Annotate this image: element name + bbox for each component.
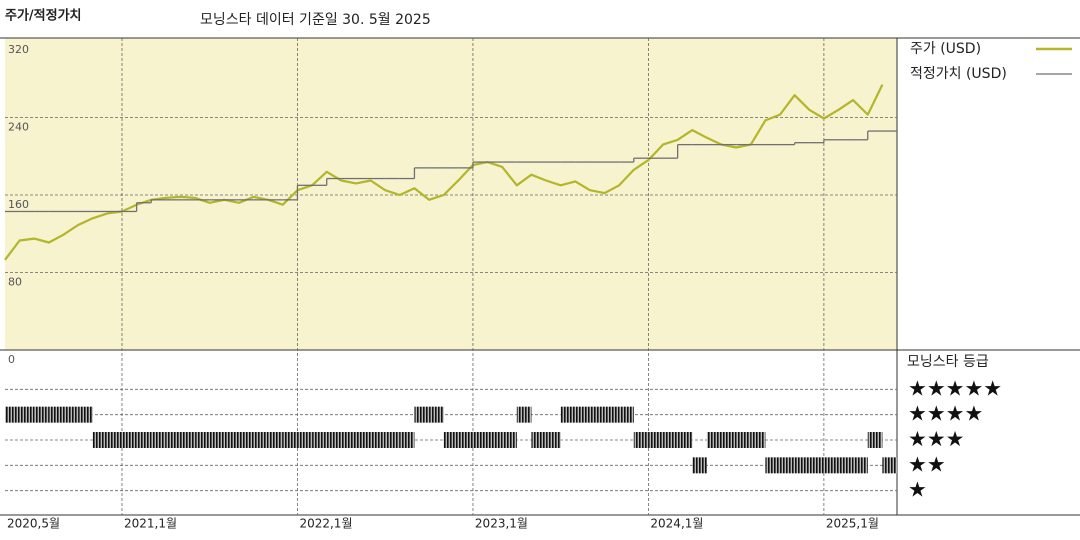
- chart-subtitle: 모닝스타 데이터 기준일 30. 5월 2025: [200, 12, 431, 28]
- chart-title: 주가/적정가치: [5, 8, 82, 24]
- rating-bar: [370, 432, 386, 448]
- rating-bar: [19, 406, 35, 423]
- rating-bar: [121, 432, 137, 448]
- rating-bar: [385, 432, 400, 448]
- rating-bar: [180, 432, 196, 448]
- x-tick-label: 2020,5월: [7, 517, 60, 531]
- rating-bar: [151, 432, 166, 448]
- y-tick-label: 240: [8, 121, 29, 134]
- rating-bar: [721, 432, 737, 448]
- rating-label: ★★★★: [908, 402, 983, 426]
- x-tick-label: 2021,1월: [124, 517, 177, 531]
- rating-label: ★★★: [908, 427, 964, 451]
- x-tick-label: 2023,1월: [475, 517, 528, 531]
- rating-bar: [838, 457, 854, 474]
- y-tick-label: 160: [8, 198, 29, 211]
- rating-bar: [750, 432, 766, 448]
- rating-bar: [312, 432, 327, 448]
- rating-bar: [282, 432, 298, 448]
- rating-bar: [589, 406, 605, 423]
- rating-bar: [165, 432, 181, 448]
- rating-bar: [882, 457, 897, 474]
- rating-bar: [414, 406, 430, 423]
- rating-label: ★★: [908, 452, 946, 476]
- rating-bar: [5, 406, 20, 423]
- rating-bar: [809, 457, 824, 474]
- rating-bar: [443, 432, 459, 448]
- x-tick-label: 2024,1월: [650, 517, 703, 531]
- rating-bar: [867, 432, 883, 448]
- rating-bar: [136, 432, 152, 448]
- rating-bar: [458, 432, 473, 448]
- rating-bar: [853, 457, 868, 474]
- rating-bar: [619, 406, 634, 423]
- rating-bar: [355, 432, 371, 448]
- rating-bar: [238, 432, 254, 448]
- rating-title: 모닝스타 등급: [907, 354, 989, 370]
- rating-bar: [341, 432, 356, 448]
- rating-bar: [297, 432, 313, 448]
- legend-label: 주가 (USD): [910, 41, 981, 57]
- rating-bar: [633, 432, 649, 448]
- rating-bar: [107, 432, 122, 448]
- y-tick-label: 0: [8, 353, 15, 366]
- rating-bar: [546, 432, 561, 448]
- rating-bar: [575, 406, 590, 423]
- price-line: [4, 84, 884, 261]
- rating-bar: [268, 432, 283, 448]
- rating-label: ★: [908, 478, 927, 502]
- legend-label: 적정가치 (USD): [910, 66, 1007, 82]
- rating-bar: [78, 406, 93, 423]
- y-tick-label: 320: [8, 43, 29, 56]
- rating-label: ★★★★★: [908, 376, 1002, 400]
- x-tick-label: 2025,1월: [826, 517, 879, 531]
- rating-bar: [224, 432, 239, 448]
- rating-bar: [823, 457, 839, 474]
- rating-bar: [34, 406, 49, 423]
- rating-bar: [253, 432, 269, 448]
- rating-bar: [92, 432, 108, 448]
- rating-bar: [502, 432, 517, 448]
- rating-bar: [560, 406, 576, 423]
- rating-bar: [487, 432, 503, 448]
- rating-bar: [780, 457, 795, 474]
- rating-bar: [692, 457, 707, 474]
- y-tick-label: 80: [8, 276, 22, 289]
- rating-bar: [765, 457, 781, 474]
- rating-bar: [706, 432, 722, 448]
- rating-bar: [736, 432, 751, 448]
- rating-bar: [472, 432, 488, 448]
- plot-background: [5, 38, 897, 350]
- rating-bar: [604, 406, 620, 423]
- rating-bar: [663, 432, 678, 448]
- rating-bar: [794, 457, 810, 474]
- rating-bar: [63, 406, 79, 423]
- rating-bar: [516, 406, 532, 423]
- rating-bar: [195, 432, 210, 448]
- rating-bar: [326, 432, 342, 448]
- rating-bar: [429, 406, 444, 423]
- rating-bar: [648, 432, 664, 448]
- rating-bar: [531, 432, 547, 448]
- rating-bar: [209, 432, 225, 448]
- rating-bar: [677, 432, 693, 448]
- x-tick-label: 2022,1월: [299, 517, 352, 531]
- rating-bar: [48, 406, 64, 423]
- rating-bar: [399, 432, 415, 448]
